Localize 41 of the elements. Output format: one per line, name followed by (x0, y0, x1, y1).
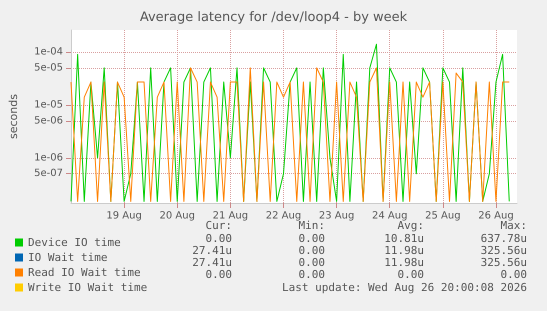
text: 27.41u (192, 256, 232, 269)
y-tick-label: 1e-05 (34, 99, 63, 110)
text: 0.00 (298, 268, 326, 281)
text: 0.00 (206, 232, 232, 245)
text: 0.00 (398, 268, 424, 281)
text: 0.00 (298, 256, 326, 269)
legend-label: IO Wait time (28, 251, 108, 264)
chart-title: Average latency for /dev/loop4 - by week (140, 10, 408, 25)
text: 10.81u (384, 232, 424, 245)
legend-label: Write IO Wait time (28, 281, 148, 294)
y-tick-label: 1e-06 (34, 152, 63, 164)
y-tick-label: 5e-07 (34, 168, 63, 180)
x-tick-label: 19 Aug (106, 210, 142, 222)
text: 0.00 (298, 232, 326, 245)
text: 325.56u (480, 244, 527, 257)
y-axis-title: seconds (7, 94, 20, 139)
text: 0.00 (206, 268, 232, 281)
x-tick-label: 26 Aug (478, 210, 514, 222)
text: 11.98u (384, 256, 424, 269)
x-tick-label: 25 Aug (425, 210, 461, 222)
text: 325.56u (480, 256, 527, 269)
text: 11.98u (384, 244, 424, 257)
text: Avg: (398, 219, 424, 232)
text: 0.00 (298, 244, 326, 257)
text: Max: (500, 219, 528, 232)
x-tick-label: 20 Aug (160, 210, 195, 222)
text: 637.78u (480, 232, 527, 245)
legend-label: Read IO Wait time (28, 266, 141, 279)
x-tick-label: 22 Aug (266, 210, 302, 222)
y-tick-label: 5e-05 (34, 62, 63, 74)
text: 0.00 (500, 268, 528, 281)
y-tick-label: 5e-06 (34, 115, 63, 126)
text: Min: (298, 219, 326, 232)
text: 27.41u (192, 244, 232, 257)
legend-label: Device IO time (28, 236, 121, 249)
x-tick-label: 24 Aug (372, 210, 408, 222)
x-tick-label: 23 Aug (318, 210, 354, 222)
x-tick-label: 21 Aug (212, 210, 248, 222)
text: Cur: (206, 219, 232, 232)
text: Last update: Wed Aug 26 20:00:08 2026 (282, 281, 528, 294)
y-tick-label: 1e-04 (34, 46, 63, 58)
